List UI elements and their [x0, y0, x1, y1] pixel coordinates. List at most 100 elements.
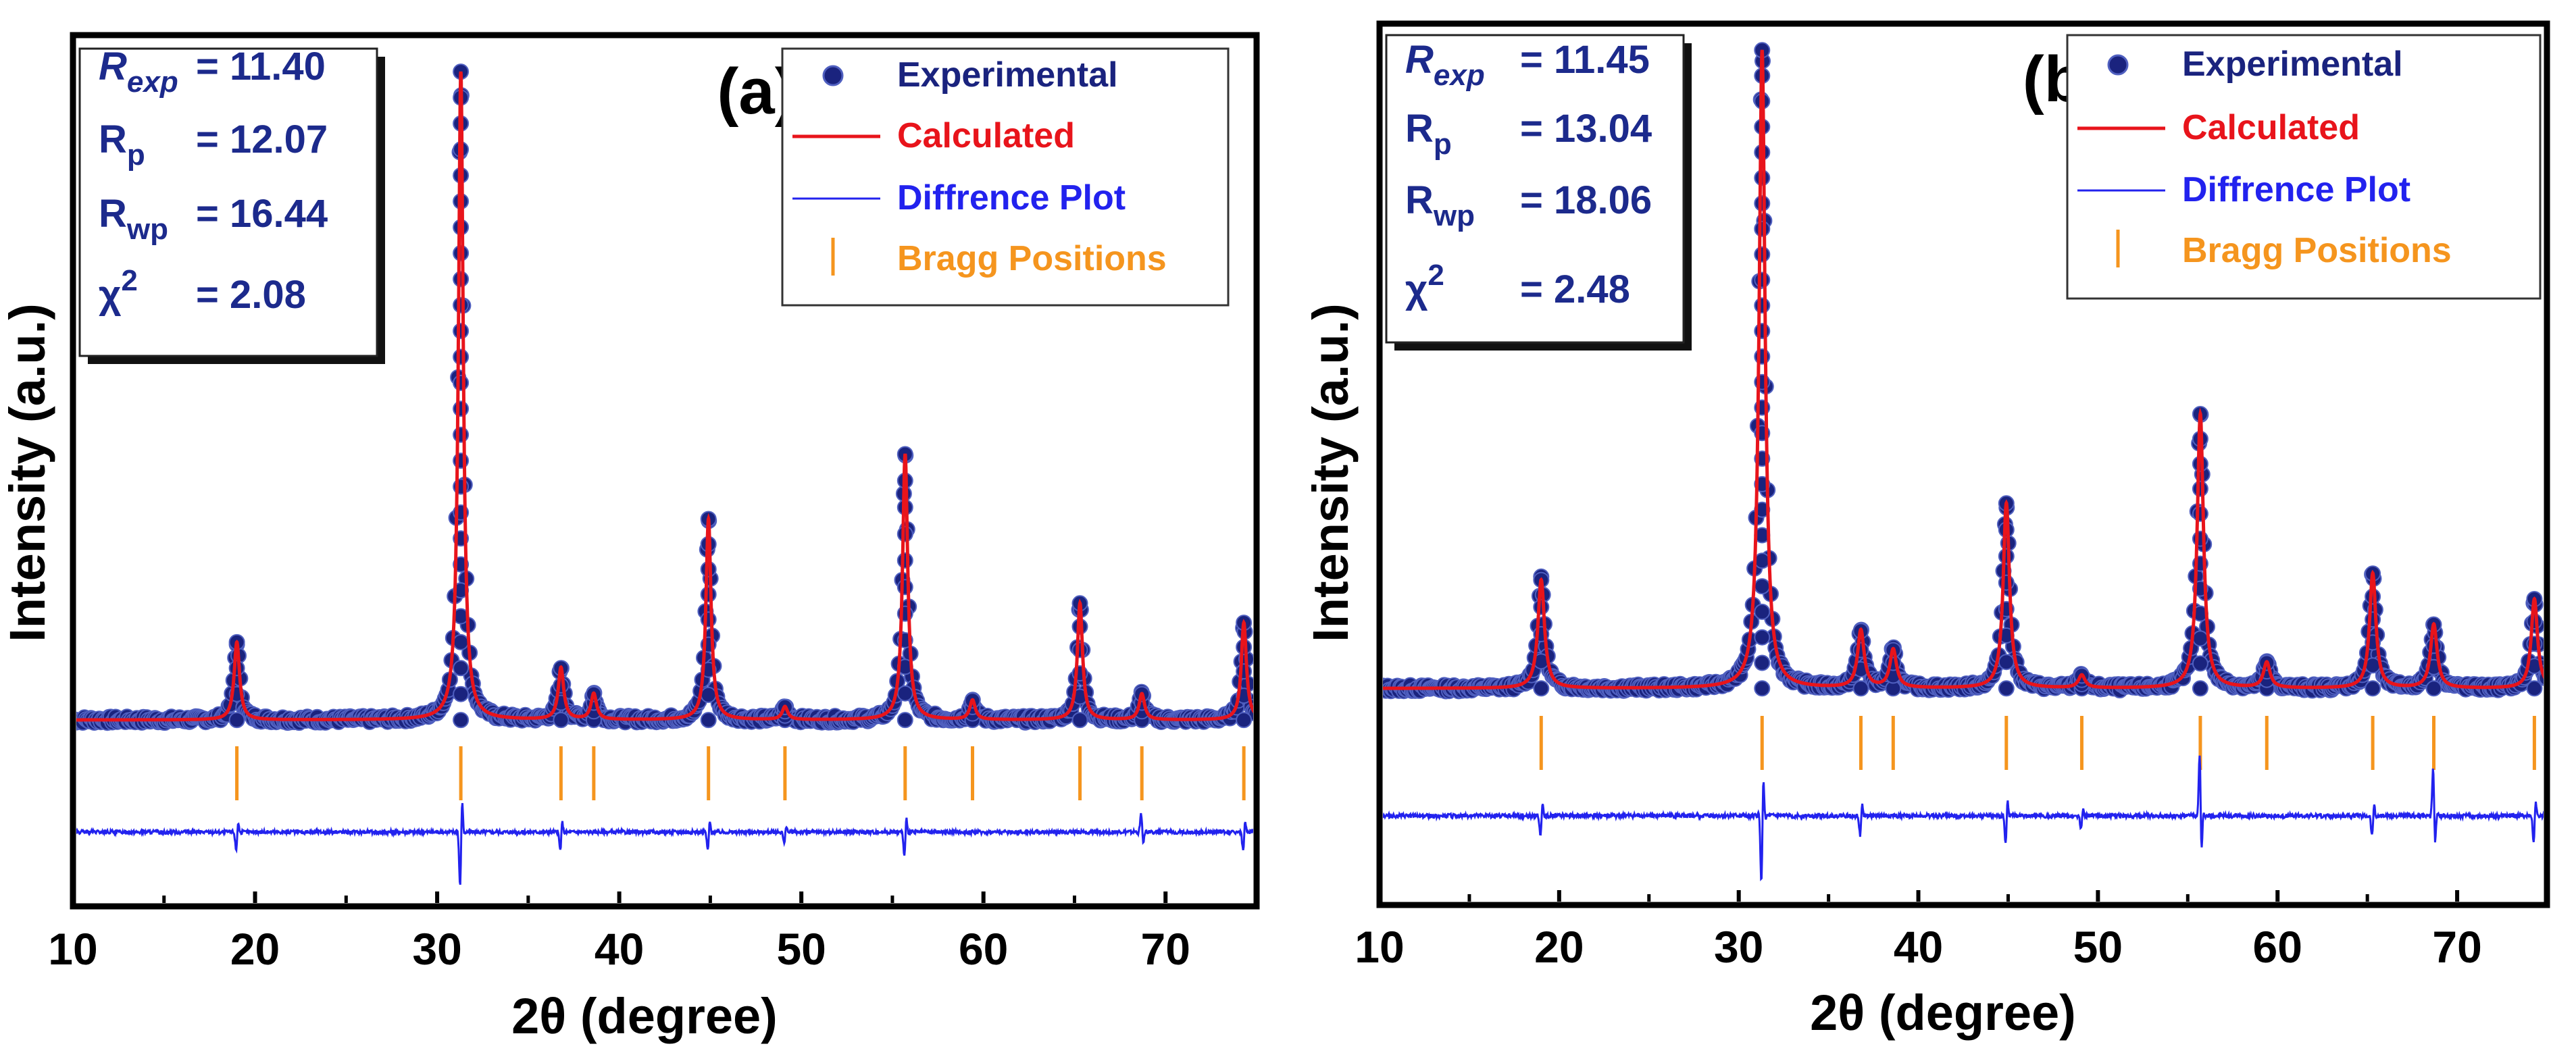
stats-line: Rwp — [99, 192, 168, 246]
legend-marker-experimental — [822, 65, 844, 86]
stats-superscript: 2 — [121, 264, 137, 297]
experimental-point — [1754, 629, 1771, 646]
stats-symbol: χ — [99, 273, 122, 317]
experimental-point — [2526, 613, 2543, 630]
experimental-point — [700, 611, 717, 628]
stats-subscript: exp — [127, 66, 178, 99]
stats-symbol: R — [1405, 178, 1434, 222]
stats-line: χ2 — [99, 264, 138, 317]
y-axis-label: Intensity (a.u.) — [1303, 303, 1359, 642]
stats-symbol: R — [1405, 38, 1434, 82]
stats-line: χ2 — [1405, 259, 1444, 311]
experimental-point — [1533, 598, 1550, 615]
experimental-point — [2192, 630, 2208, 647]
x-tick-label: 20 — [230, 924, 280, 974]
stats-line: Rp — [1405, 107, 1452, 161]
legend-label: Bragg Positions — [2182, 231, 2452, 270]
experimental-point — [453, 296, 470, 313]
experimental-point — [453, 633, 470, 650]
x-tick-label: 10 — [1355, 922, 1404, 972]
experimental-point — [228, 712, 245, 729]
experimental-point — [553, 712, 570, 729]
x-tick-label: 40 — [1894, 922, 1943, 972]
stats-subscript: wp — [126, 213, 168, 246]
experimental-point — [896, 525, 913, 542]
plot-frame — [70, 32, 1260, 910]
x-tick-label: 10 — [48, 924, 97, 974]
legend-label: Calculated — [2182, 108, 2360, 147]
experimental-point — [453, 660, 470, 677]
experimental-point — [453, 685, 470, 702]
experimental-point — [1754, 297, 1771, 314]
stats-symbol: R — [1405, 107, 1434, 151]
stats-subscript: p — [1434, 128, 1452, 161]
x-tick-label: 30 — [412, 924, 461, 974]
experimental-point — [453, 426, 470, 443]
calculated-line — [1383, 49, 2544, 690]
experimental-point — [553, 677, 570, 694]
experimental-point — [1236, 663, 1253, 680]
experimental-point — [453, 271, 470, 288]
stats-line: Rp — [99, 118, 145, 172]
stats-box — [1385, 34, 1685, 344]
legend-label: Diffrence Plot — [897, 178, 1126, 217]
experimental-point — [1071, 642, 1088, 658]
panel-a: 10 20 30 40 50 60 70 2θ (degree) Intensity (a.u.… — [0, 32, 1260, 1044]
experimental-point — [700, 712, 717, 729]
stats-superscript: 2 — [1428, 259, 1444, 292]
experimental-point — [1754, 195, 1771, 212]
experimental-point — [228, 660, 245, 677]
x-axis-label: 2θ (degree) — [511, 988, 778, 1044]
experimental-point — [700, 686, 717, 703]
experimental-point — [1998, 654, 2015, 671]
experimental-point — [896, 685, 913, 702]
x-axis-label: 2θ (degree) — [1810, 985, 2076, 1041]
experimental-point — [2526, 680, 2543, 697]
experimental-point — [1754, 246, 1771, 263]
x-tick-label: 20 — [1534, 922, 1584, 972]
experimental-point — [1754, 578, 1771, 595]
panel-b: 10 20 30 40 50 60 70 2θ (degree) Intensity (a.u.… — [1303, 20, 2550, 1041]
stats-value: = 13.04 — [1520, 107, 1652, 151]
experimental-point — [1754, 603, 1771, 620]
calculated-line — [76, 71, 1253, 722]
legend-label: Bragg Positions — [897, 239, 1167, 278]
bragg-series — [1539, 716, 2536, 770]
experimental-point — [1998, 548, 2015, 565]
stats-symbol: χ — [1405, 267, 1428, 311]
experimental-point — [1754, 680, 1771, 697]
experimental-point — [2192, 505, 2208, 522]
experimental-point — [896, 552, 913, 569]
experimental-point — [2192, 680, 2208, 697]
stats-value: = 11.40 — [196, 45, 326, 88]
legend-label: Experimental — [2182, 45, 2403, 84]
x-tick-label: 60 — [959, 924, 1008, 974]
experimental-point — [2425, 680, 2442, 697]
stats-symbol: R — [99, 192, 127, 236]
x-tick-label: 40 — [595, 924, 644, 974]
experimental-point — [700, 586, 717, 603]
experimental-point — [1754, 170, 1771, 186]
x-tick-label: 60 — [2253, 922, 2302, 972]
experimental-point — [453, 348, 470, 365]
experimental-point — [1754, 552, 1771, 569]
experimental-point — [1754, 271, 1771, 288]
legend-marker-experimental — [2107, 54, 2129, 76]
y-axis-label: Intensity (a.u.) — [0, 303, 55, 642]
difference-line — [1383, 755, 2544, 881]
legend-label: Diffrence Plot — [2182, 170, 2410, 209]
experimental-point — [1754, 323, 1771, 340]
experimental-point — [896, 579, 913, 596]
experimental-point — [2365, 611, 2381, 628]
legend-label: Experimental — [897, 55, 1118, 95]
stats-symbol: R — [99, 45, 127, 88]
experimental-point — [2192, 480, 2208, 497]
difference-line — [76, 803, 1253, 885]
stats-value: = 16.44 — [196, 192, 328, 236]
bragg-series — [235, 746, 1246, 800]
x-tick-label: 50 — [2073, 922, 2123, 972]
stats-line: Rexp — [1405, 38, 1485, 92]
stats-subscript: exp — [1434, 59, 1485, 92]
stats-value: = 12.07 — [196, 118, 328, 161]
stats-value: = 18.06 — [1520, 178, 1652, 222]
